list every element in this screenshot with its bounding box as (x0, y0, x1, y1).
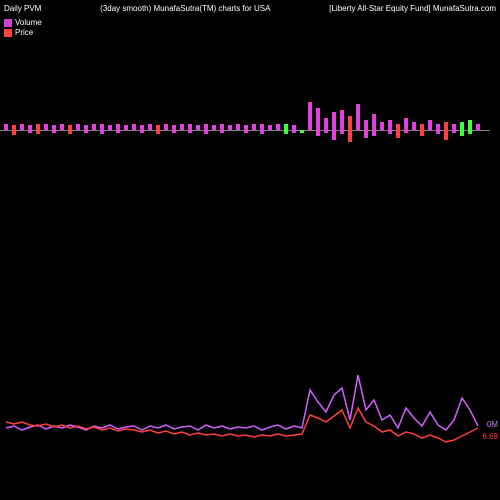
volume-bar (460, 130, 464, 136)
price-line (6, 408, 478, 442)
volume-bar (244, 130, 248, 133)
legend-swatch-price (4, 29, 12, 37)
volume-axis-label: 0M (487, 420, 498, 429)
legend: Volume Price (4, 18, 42, 38)
volume-bar (52, 130, 56, 133)
volume-bar (372, 130, 376, 136)
volume-bar (212, 125, 216, 130)
volume-bar (100, 130, 104, 134)
volume-bar (388, 120, 392, 130)
volume-bar (340, 130, 344, 134)
volume-bar (4, 124, 8, 130)
volume-bar (364, 130, 368, 138)
volume-bar (348, 130, 352, 142)
legend-swatch-volume (4, 19, 12, 27)
legend-item-price: Price (4, 28, 42, 38)
volume-bar (460, 122, 464, 130)
volume-bar (276, 124, 280, 130)
volume-bar (84, 130, 88, 133)
volume-bar (44, 124, 48, 130)
chart-header: Daily PVM (3day smooth) MunafaSutra(TM) … (0, 4, 500, 16)
price-axis-label: 6.69 (482, 432, 498, 441)
volume-bar (428, 120, 432, 130)
volume-bar (444, 130, 448, 140)
volume-bar (324, 118, 328, 130)
volume-bar (60, 124, 64, 130)
volume-bar (404, 118, 408, 130)
legend-label-price: Price (15, 28, 33, 38)
volume-bar (356, 104, 360, 130)
volume-bar (156, 130, 160, 134)
volume-bar (348, 116, 352, 130)
volume-bar (372, 114, 376, 130)
volume-bar (332, 112, 336, 130)
volume-bar (316, 108, 320, 130)
volume-bar (364, 120, 368, 130)
volume-bar (380, 122, 384, 130)
volume-bar (332, 130, 336, 140)
volume-bar (140, 130, 144, 133)
volume-bar (316, 130, 320, 136)
volume-bar (180, 124, 184, 130)
volume-bar (196, 125, 200, 130)
volume-bar (476, 124, 480, 130)
volume-bar (68, 130, 72, 134)
volume-bar (404, 130, 408, 133)
volume-bar (228, 125, 232, 130)
volume-bar (412, 122, 416, 130)
volume-bar (308, 102, 312, 130)
volume-bar (92, 124, 96, 130)
header-center: (3day smooth) MunafaSutra(TM) charts for… (100, 4, 270, 16)
volume-bar (188, 130, 192, 133)
volume-bar (148, 124, 152, 130)
line-chart-svg (0, 250, 490, 450)
volume-bar (452, 130, 456, 133)
volume-bar (260, 130, 264, 134)
volume-bar (444, 122, 448, 130)
volume-bar (124, 125, 128, 130)
volume-bar (340, 110, 344, 130)
volume-bar (108, 125, 112, 130)
header-left: Daily PVM (4, 4, 41, 16)
volume-bar (20, 124, 24, 130)
header-right: [Liberty All-Star Equity Fund] MunafaSut… (329, 4, 496, 16)
volume-bar (252, 124, 256, 130)
volume-bar (436, 130, 440, 134)
volume-bar (132, 124, 136, 130)
volume-bar (292, 130, 296, 133)
volume-bar (388, 130, 392, 134)
volume-bar (28, 130, 32, 133)
volume-bar (76, 124, 80, 130)
volume-bar (300, 130, 304, 133)
volume-bar (116, 130, 120, 133)
volume-bar (468, 130, 472, 134)
line-panel (0, 250, 490, 450)
volume-line (6, 375, 478, 430)
legend-label-volume: Volume (15, 18, 42, 28)
volume-bar (396, 130, 400, 138)
volume-bar (324, 130, 328, 133)
volume-bar (468, 120, 472, 130)
volume-bar (236, 124, 240, 130)
volume-bar (204, 130, 208, 134)
volume-bar (172, 130, 176, 133)
volume-bar (164, 124, 168, 130)
volume-bar (420, 130, 424, 136)
volume-bar (36, 130, 40, 134)
volume-bar (268, 125, 272, 130)
legend-item-volume: Volume (4, 18, 42, 28)
volume-bar (284, 130, 288, 134)
volume-panel (0, 90, 490, 170)
volume-bar (12, 130, 16, 135)
volume-bar (220, 130, 224, 133)
